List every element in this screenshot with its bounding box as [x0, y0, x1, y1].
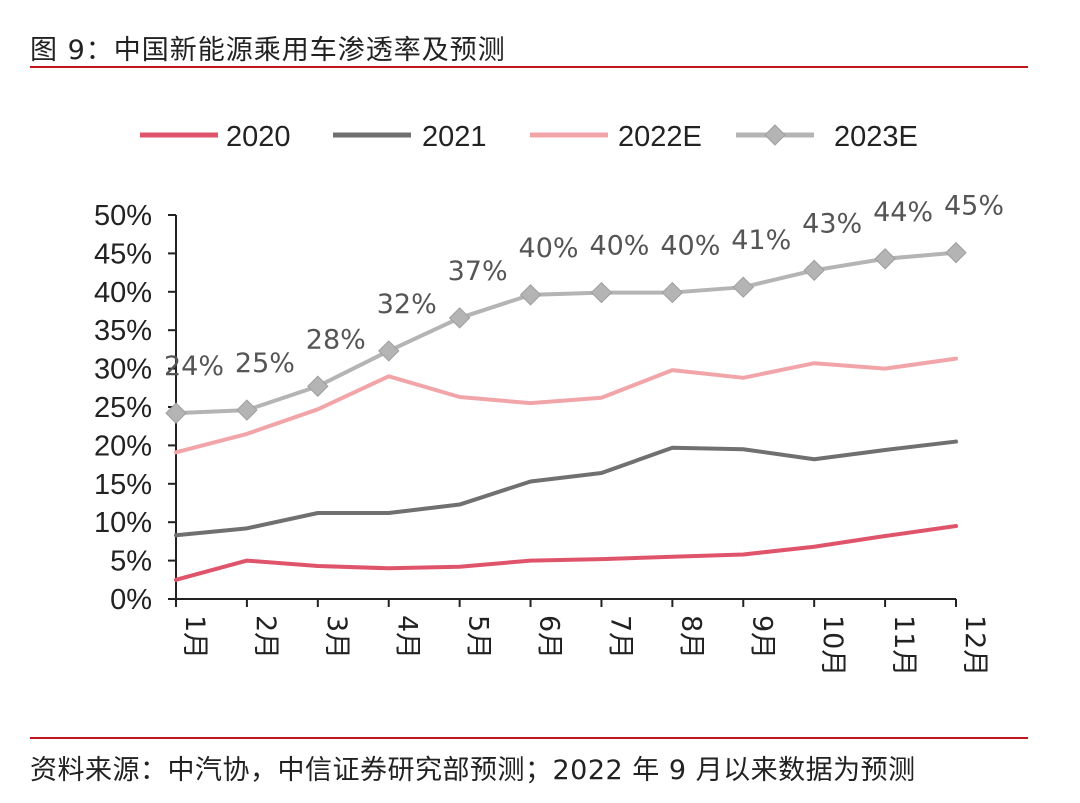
y-tick-label: 45% [94, 238, 152, 270]
y-tick-label: 50% [94, 200, 152, 232]
x-tick-label: 3月 [321, 615, 352, 659]
y-tick-label: 0% [110, 584, 152, 616]
x-tick-label: 1月 [179, 615, 210, 659]
series-lines [174, 250, 958, 582]
y-tick-label: 35% [94, 315, 152, 347]
marker-2023E [307, 375, 329, 397]
axes: 0% 5% 10% 15% 20% 25% 30% 35% 40% 45% 50% 1月 2月 3月 4月 5… [94, 200, 990, 676]
figure-title: 图 9：中国新能源乘用车渗透率及预测 [30, 35, 506, 66]
y-tick-label: 25% [94, 392, 152, 424]
series-line-2022E [174, 356, 958, 455]
series-line-2023E [174, 250, 958, 416]
data-label-2023E: 24% [164, 351, 224, 382]
legend-label-2022E: 2022E [618, 121, 702, 153]
data-label-2023E: 43% [802, 208, 862, 239]
y-tick-label: 5% [110, 546, 152, 578]
data-label-2023E: 40% [660, 231, 720, 262]
y-tick-label: 20% [94, 430, 152, 462]
data-label-2023E: 40% [589, 231, 649, 262]
series-line-2021 [174, 439, 958, 538]
x-tick-label: 2月 [250, 615, 281, 659]
x-tick-label: 10月 [817, 615, 848, 676]
marker-2023E [803, 259, 825, 282]
x-tick-label: 5月 [463, 615, 494, 659]
x-tick-label: 9月 [746, 615, 777, 659]
marker-2023E [165, 402, 187, 424]
data-label-2023E: 25% [235, 348, 295, 379]
y-tick-label: 10% [94, 507, 152, 539]
series-markers [165, 241, 967, 424]
x-tick-label: 4月 [392, 615, 423, 659]
data-label-2023E: 44% [873, 197, 933, 228]
data-labels: 24% 25% 28% 32% 37% 40% 40% 40% 41% 43% 44% 45% [164, 191, 1004, 383]
x-tick-label: 11月 [888, 615, 919, 676]
y-tick-label: 15% [94, 469, 152, 501]
series-line-2020 [174, 524, 958, 582]
marker-2023E [874, 248, 896, 270]
x-tick-label: 12月 [959, 615, 990, 676]
legend-marker-2023E [764, 124, 786, 146]
x-tick-label: 6月 [534, 615, 565, 659]
x-tick-label: 7月 [604, 615, 635, 659]
marker-2023E [590, 281, 613, 304]
marker-2023E [448, 307, 471, 329]
marker-2023E [732, 276, 754, 298]
data-label-2023E: 32% [377, 289, 437, 320]
marker-2023E [661, 281, 684, 304]
y-tick-label: 30% [94, 354, 152, 386]
marker-2023E [378, 340, 400, 362]
marker-2023E [519, 284, 542, 306]
x-tick-label: 8月 [675, 615, 706, 659]
penetration-line-chart: 2020 2021 2022E 2023E 0% 5% 10% 15% 20% 25% 30% 35… [94, 121, 1004, 676]
title-rule [30, 66, 1028, 68]
data-label-2023E: 41% [731, 225, 791, 256]
legend-label-2021: 2021 [422, 121, 487, 153]
marker-2023E [945, 241, 967, 264]
source-rule [30, 737, 1028, 739]
data-label-2023E: 40% [519, 233, 579, 264]
data-label-2023E: 28% [306, 324, 366, 355]
data-label-2023E: 37% [448, 256, 508, 287]
y-tick-label: 40% [94, 277, 152, 309]
legend-label-2020: 2020 [226, 121, 291, 153]
legend-label-2023E: 2023E [834, 121, 918, 153]
legend: 2020 2021 2022E 2023E [140, 121, 918, 153]
marker-2023E [236, 399, 258, 421]
data-label-2023E: 45% [944, 191, 1004, 222]
figure-source: 资料来源：中汽协，中信证券研究部预测；2022 年 9 月以来数据为预测 [30, 755, 916, 786]
